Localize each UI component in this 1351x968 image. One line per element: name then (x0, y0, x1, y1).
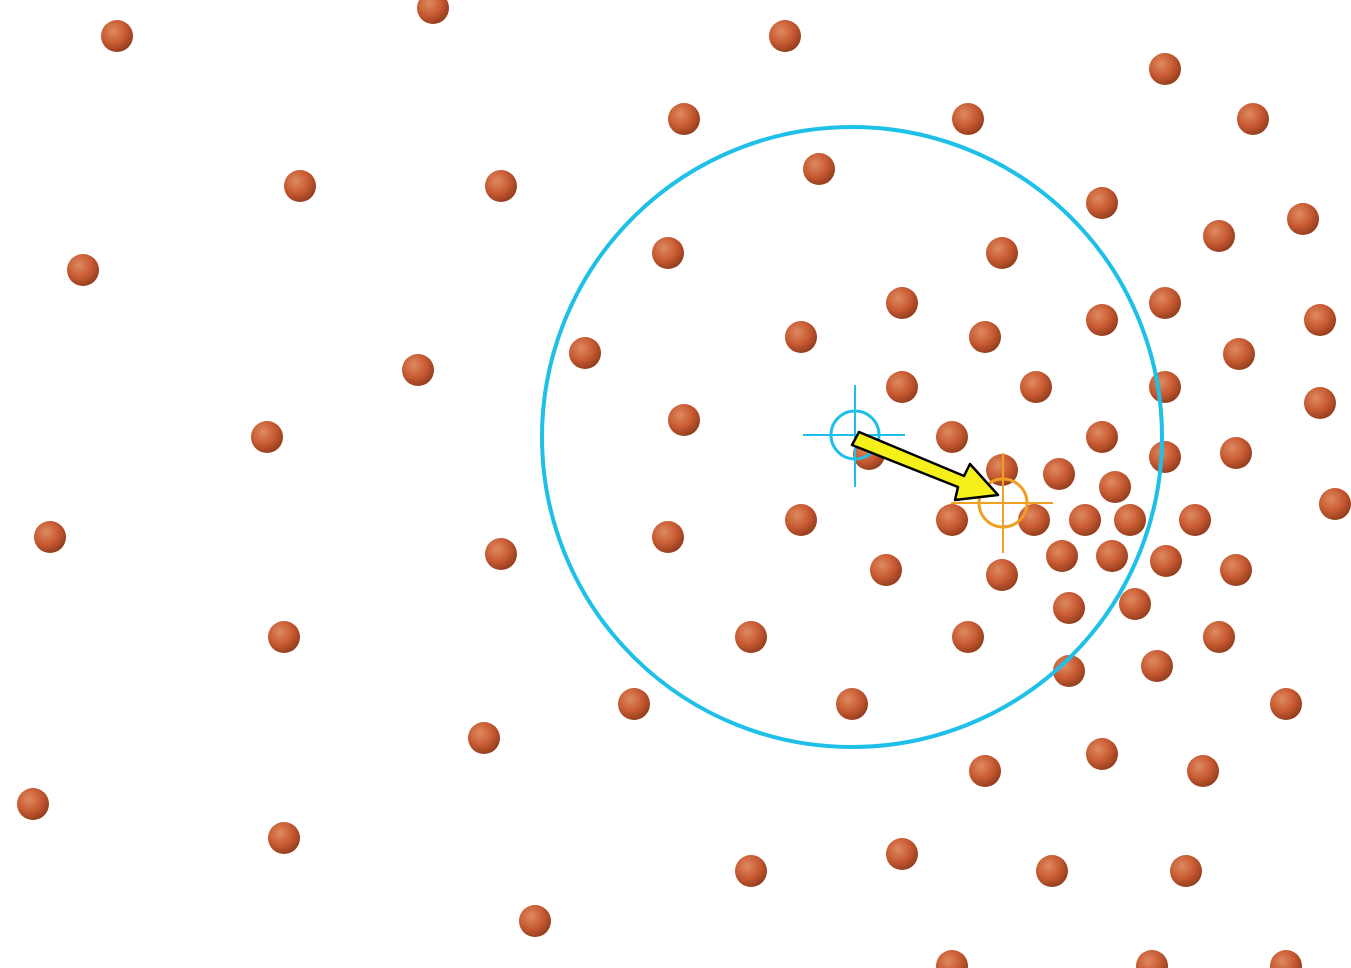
search-radius-circle (540, 125, 1164, 749)
point-dot (1136, 950, 1168, 968)
point-dot (1203, 220, 1235, 252)
point-dot (870, 554, 902, 586)
point-dot (1223, 338, 1255, 370)
point-dot (1270, 950, 1302, 968)
point-dot (1203, 621, 1235, 653)
point-dot (668, 404, 700, 436)
point-dot (803, 153, 835, 185)
point-dot (936, 504, 968, 536)
point-dot (34, 521, 66, 553)
point-dot (886, 838, 918, 870)
point-dot (251, 421, 283, 453)
point-dot (1319, 488, 1351, 520)
point-dot (1287, 203, 1319, 235)
point-dot (1053, 592, 1085, 624)
point-dot (886, 287, 918, 319)
point-dot (1179, 504, 1211, 536)
point-dot (1086, 421, 1118, 453)
point-dot (1237, 103, 1269, 135)
point-dot (952, 103, 984, 135)
point-dot (1053, 655, 1085, 687)
point-dot (1086, 738, 1118, 770)
point-dot (735, 621, 767, 653)
point-dot (101, 20, 133, 52)
point-dot (268, 822, 300, 854)
point-dot (1270, 688, 1302, 720)
point-dot (1304, 304, 1336, 336)
point-dot (67, 254, 99, 286)
point-dot (1150, 545, 1182, 577)
point-dot (886, 371, 918, 403)
point-dot (1086, 304, 1118, 336)
point-dot (1304, 387, 1336, 419)
point-dot (1149, 287, 1181, 319)
point-dot (1141, 650, 1173, 682)
point-dot (1149, 53, 1181, 85)
point-dot (952, 621, 984, 653)
point-dot (17, 788, 49, 820)
point-dot (1046, 540, 1078, 572)
point-dot (769, 20, 801, 52)
point-dot (785, 321, 817, 353)
point-dot (969, 755, 1001, 787)
point-dot (569, 337, 601, 369)
point-dot (1096, 540, 1128, 572)
point-dot (417, 0, 449, 24)
point-dot (1220, 554, 1252, 586)
point-dot (485, 170, 517, 202)
point-dot (652, 521, 684, 553)
point-dot (1043, 458, 1075, 490)
point-dot (785, 504, 817, 536)
point-dot (986, 559, 1018, 591)
point-dot (485, 538, 517, 570)
point-dot (468, 722, 500, 754)
point-dot (1119, 588, 1151, 620)
point-dot (1149, 441, 1181, 473)
shift-arrow (850, 430, 1000, 502)
point-dot (1036, 855, 1068, 887)
point-dot (1018, 504, 1050, 536)
point-dot (1149, 371, 1181, 403)
point-dot (652, 237, 684, 269)
point-dot (969, 321, 1001, 353)
point-dot (268, 621, 300, 653)
point-dot (618, 688, 650, 720)
point-dot (1187, 755, 1219, 787)
point-dot (1170, 855, 1202, 887)
point-dot (1086, 187, 1118, 219)
point-dot (936, 421, 968, 453)
point-dot (668, 103, 700, 135)
point-dot (1069, 504, 1101, 536)
point-dot (1099, 471, 1131, 503)
point-dot (836, 688, 868, 720)
point-dot (986, 237, 1018, 269)
point-dot (1220, 437, 1252, 469)
point-dot (735, 855, 767, 887)
point-dot (1114, 504, 1146, 536)
start-crosshair-marker (803, 385, 905, 487)
point-dot (402, 354, 434, 386)
point-dot (284, 170, 316, 202)
dots-layer (17, 0, 1351, 968)
point-dot (519, 905, 551, 937)
point-dot (1020, 371, 1052, 403)
point-dot (936, 950, 968, 968)
target-crosshair-marker (951, 453, 1053, 553)
